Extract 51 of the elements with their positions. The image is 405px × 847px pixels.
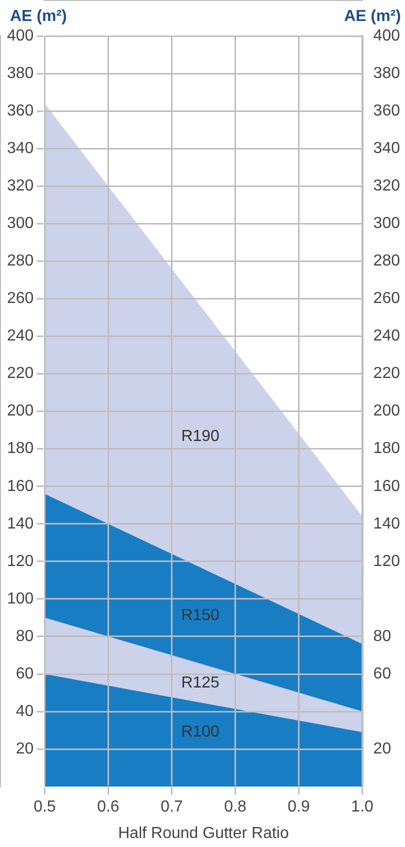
series-label: R190 [181, 428, 220, 446]
y-tick-label: 340 [6, 140, 34, 157]
y-tick-label: 160 [6, 478, 34, 495]
y-tick-label: 100 [6, 590, 34, 608]
x-tick-label: 0.7 [160, 798, 183, 816]
y2-tick-label: 80 [373, 628, 392, 645]
series-label: R125 [181, 674, 220, 692]
series-label: R150 [181, 606, 220, 624]
y2-axis-title: AE (m²) [344, 8, 401, 26]
y2-tick-label: 20 [373, 740, 392, 758]
y-tick-label: 200 [6, 402, 34, 420]
y2-tick-label: 160 [373, 478, 400, 495]
x-tick-label: 0.8 [224, 798, 246, 816]
series-label: R100 [181, 723, 220, 740]
x-tick-label: 1.0 [351, 798, 374, 816]
y2-tick-label: 360 [373, 102, 400, 120]
y2-tick-label: 240 [373, 328, 400, 345]
y-tick-label: 120 [6, 552, 34, 570]
y2-tick-label: 260 [373, 290, 400, 308]
y2-tick-label: 200 [373, 402, 400, 420]
y-axis-title: AE (m²) [10, 8, 67, 26]
y2-tick-label: 180 [373, 440, 400, 458]
y2-tick-label: 60 [373, 665, 392, 682]
y-tick-label: 360 [6, 102, 34, 120]
x-tick-label: 0.5 [34, 798, 56, 816]
y2-tick-label: 120 [373, 552, 400, 570]
x-tick-label: 0.6 [97, 798, 120, 816]
y-tick-label: 260 [6, 290, 34, 308]
y-tick-label: 60 [16, 665, 34, 682]
y-tick-label: 400 [6, 27, 34, 44]
x-tick-label: 0.9 [288, 798, 310, 816]
y-tick-label: 320 [6, 178, 34, 195]
y2-tick-label: 320 [373, 178, 400, 195]
x-axis-title: Half Round Gutter Ratio [118, 824, 289, 842]
y-tick-label: 40 [16, 702, 34, 720]
y-tick-label: 220 [6, 365, 34, 382]
y-tick-label: 20 [16, 740, 34, 758]
y-tick-label: 380 [6, 64, 34, 82]
y2-tick-label: 140 [373, 515, 400, 532]
y2-tick-label: 380 [373, 64, 400, 82]
y-tick-label: 140 [6, 515, 34, 532]
y-tick-label: 280 [6, 252, 34, 270]
y2-tick-label: 220 [373, 365, 400, 382]
y-tick-label: 80 [16, 628, 34, 645]
y2-tick-label: 340 [373, 140, 400, 157]
y-tick-label: 240 [6, 328, 34, 345]
y-tick-label: 300 [6, 215, 34, 232]
y-tick-label: 180 [6, 440, 34, 458]
y2-tick-label: 300 [373, 215, 400, 232]
y2-tick-label: 280 [373, 252, 400, 270]
y2-tick-label: 400 [373, 27, 400, 44]
